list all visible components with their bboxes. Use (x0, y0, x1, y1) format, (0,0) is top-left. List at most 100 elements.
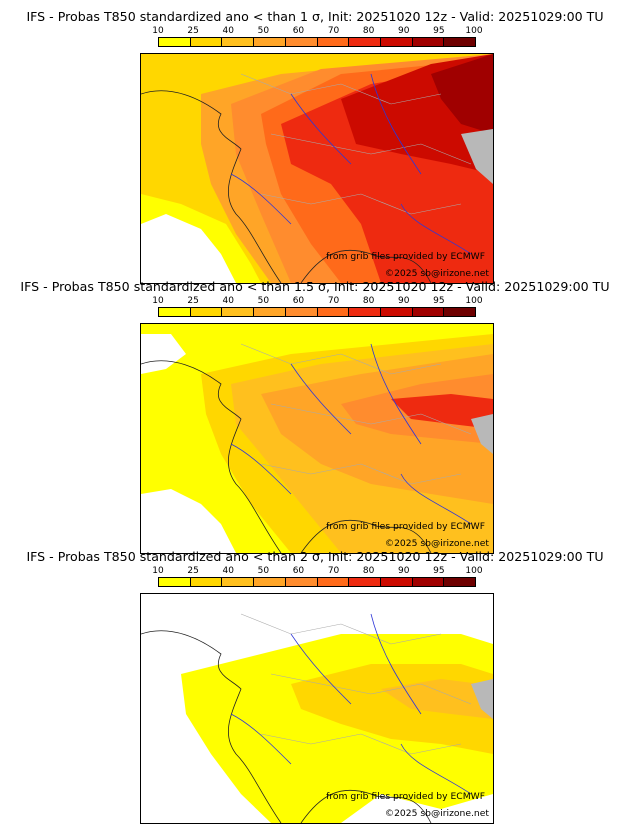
colorbar-bin (412, 578, 445, 586)
colorbar-tick-label: 40 (222, 296, 234, 306)
colorbar: 10 25 40 50 60 70 80 90 95 100 (152, 296, 483, 318)
colorbar-bin (380, 38, 413, 46)
colorbar-tick-label: 40 (222, 566, 234, 576)
colorbar-bin (412, 308, 445, 316)
colorbar-bin (159, 308, 191, 316)
colorbar-tick-label: 60 (292, 566, 305, 576)
map-panel-1.5sigma: IFS - Probas T850 standardized ano < tha… (0, 279, 630, 554)
national-borders (240, 73, 472, 215)
colorbar-bin (254, 578, 286, 586)
coastline (141, 630, 432, 823)
colorbar-tick-label: 50 (257, 566, 270, 576)
colorbar-bin (285, 308, 318, 316)
credit-source: from grib files provided by ECMWF (326, 251, 485, 262)
colorbar-tick-label: 50 (257, 26, 270, 36)
colorbar-tick-label: 60 (292, 26, 305, 36)
colorbar-tick-label: 10 (152, 566, 164, 576)
map-svg-3 (141, 594, 493, 823)
colorbar-bin (285, 578, 318, 586)
coastline (141, 90, 432, 283)
panel-title: IFS - Probas T850 standardized ano < tha… (20, 279, 610, 294)
colorbar: 10 25 40 50 60 70 80 90 95 100 (152, 26, 483, 48)
colorbar-bin (444, 38, 476, 46)
colorbar-tick-label: 10 (152, 26, 164, 36)
colorbar-ticks: 10 25 40 50 60 70 80 90 95 100 (152, 296, 482, 307)
colorbar-tick-label: 40 (222, 26, 234, 36)
fill-west-white (141, 214, 236, 283)
probability-map: from grib files provided by ECMWF ©2025 … (140, 593, 494, 824)
coastline (141, 360, 432, 553)
probability-map: from grib files provided by ECMWF ©2025 … (140, 323, 494, 554)
colorbar-tick-label: 70 (327, 26, 340, 36)
colorbar-bin (444, 578, 476, 586)
colorbar-bin (317, 38, 350, 46)
colorbar-tick-label: 25 (187, 26, 199, 36)
colorbar: 10 25 40 50 60 70 80 90 95 100 (152, 566, 483, 588)
colorbar-tick-label: 10 (152, 296, 164, 306)
fill-deep-red (431, 54, 493, 134)
national-borders (240, 613, 472, 755)
credit-copyright: ©2025 sb@irizone.net (384, 808, 489, 819)
colorbar-bin (380, 578, 413, 586)
fill-light-orange (381, 679, 493, 719)
colorbar-tick-label: 50 (257, 296, 270, 306)
colorbar-tick-label: 90 (398, 566, 410, 576)
fill-south-white (141, 489, 236, 553)
colorbar-bin (190, 38, 223, 46)
map-panel-2sigma: IFS - Probas T850 standardized ano < tha… (0, 549, 630, 824)
colorbar-bin (159, 578, 191, 586)
map-svg-2 (141, 324, 493, 553)
credit-copyright: ©2025 sb@irizone.net (384, 268, 489, 279)
credit-copyright: ©2025 sb@irizone.net (384, 538, 489, 549)
fill-west-white (141, 334, 186, 374)
colorbar-bin (190, 308, 223, 316)
rivers (230, 613, 472, 795)
colorbar-boxes (158, 577, 476, 587)
colorbar-tick-label: 25 (187, 296, 199, 306)
fill-alps-gray (471, 414, 493, 454)
rivers (230, 343, 472, 525)
colorbar-tick-label: 80 (362, 566, 375, 576)
probability-map: from grib files provided by ECMWF ©2025 … (140, 53, 494, 284)
fill-red (391, 394, 493, 429)
colorbar-bin (222, 308, 255, 316)
colorbar-boxes (158, 37, 476, 47)
colorbar-bin (254, 308, 286, 316)
colorbar-bin (317, 308, 350, 316)
colorbar-tick-label: 25 (187, 566, 199, 576)
colorbar-bin (349, 578, 381, 586)
colorbar-bin (349, 308, 381, 316)
colorbar-tick-label: 100 (465, 296, 483, 306)
credit-source: from grib files provided by ECMWF (326, 521, 485, 532)
colorbar-bin (254, 38, 286, 46)
colorbar-tick-label: 80 (362, 296, 375, 306)
colorbar-bin (285, 38, 318, 46)
colorbar-ticks: 10 25 40 50 60 70 80 90 95 100 (152, 26, 482, 37)
colorbar-bin (444, 308, 476, 316)
colorbar-bin (349, 38, 381, 46)
colorbar-bin (222, 578, 255, 586)
colorbar-tick-label: 100 (465, 26, 483, 36)
colorbar-bin (380, 308, 413, 316)
colorbar-tick-label: 60 (292, 296, 305, 306)
colorbar-tick-label: 95 (433, 296, 445, 306)
colorbar-tick-label: 90 (398, 296, 410, 306)
map-panel-1sigma: IFS - Probas T850 standardized ano < tha… (0, 9, 630, 284)
panel-title: IFS - Probas T850 standardized ano < tha… (26, 549, 604, 564)
colorbar-bin (222, 38, 255, 46)
panel-title: IFS - Probas T850 standardized ano < tha… (26, 9, 604, 24)
colorbar-tick-label: 90 (398, 26, 410, 36)
colorbar-bin (159, 38, 191, 46)
map-svg-1 (141, 54, 493, 283)
national-borders (240, 343, 472, 485)
colorbar-tick-label: 70 (327, 296, 340, 306)
colorbar-ticks: 10 25 40 50 60 70 80 90 95 100 (152, 566, 482, 577)
colorbar-bin (412, 38, 445, 46)
colorbar-tick-label: 95 (433, 26, 445, 36)
fill-alps-gray (461, 129, 493, 184)
colorbar-tick-label: 70 (327, 566, 340, 576)
fill-alps-gray (471, 679, 493, 719)
colorbar-tick-label: 80 (362, 26, 375, 36)
colorbar-bin (190, 578, 223, 586)
colorbar-bin (317, 578, 350, 586)
